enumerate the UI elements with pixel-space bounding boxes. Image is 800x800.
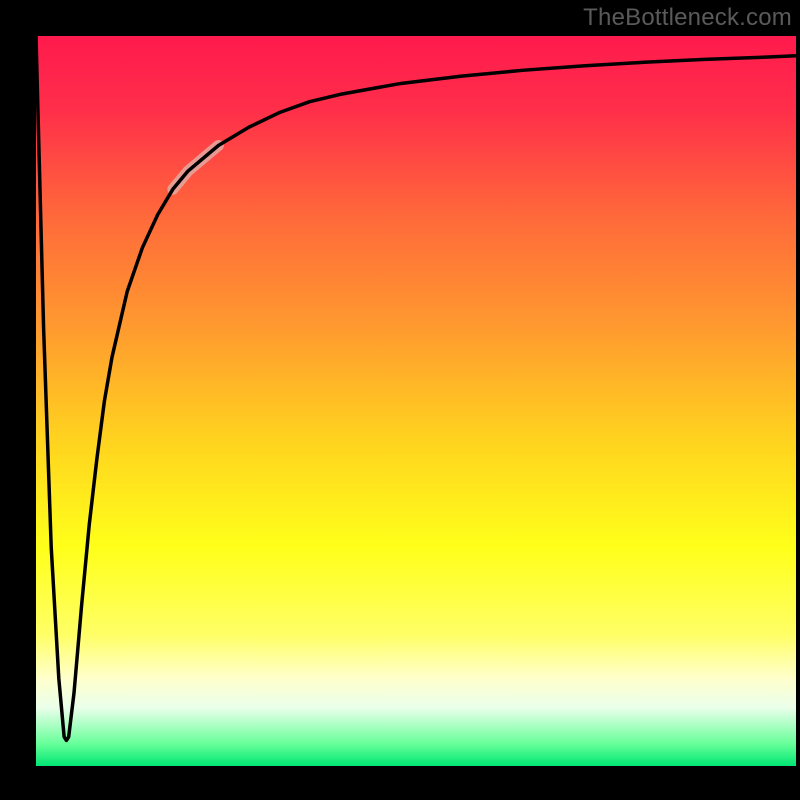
watermark-label: TheBottleneck.com: [583, 4, 792, 32]
chart-container: { "watermark": { "text": "TheBottleneck.…: [0, 0, 800, 800]
bottleneck-curve: [36, 36, 796, 740]
curve-layer: [36, 36, 796, 766]
plot-area: [36, 36, 796, 766]
